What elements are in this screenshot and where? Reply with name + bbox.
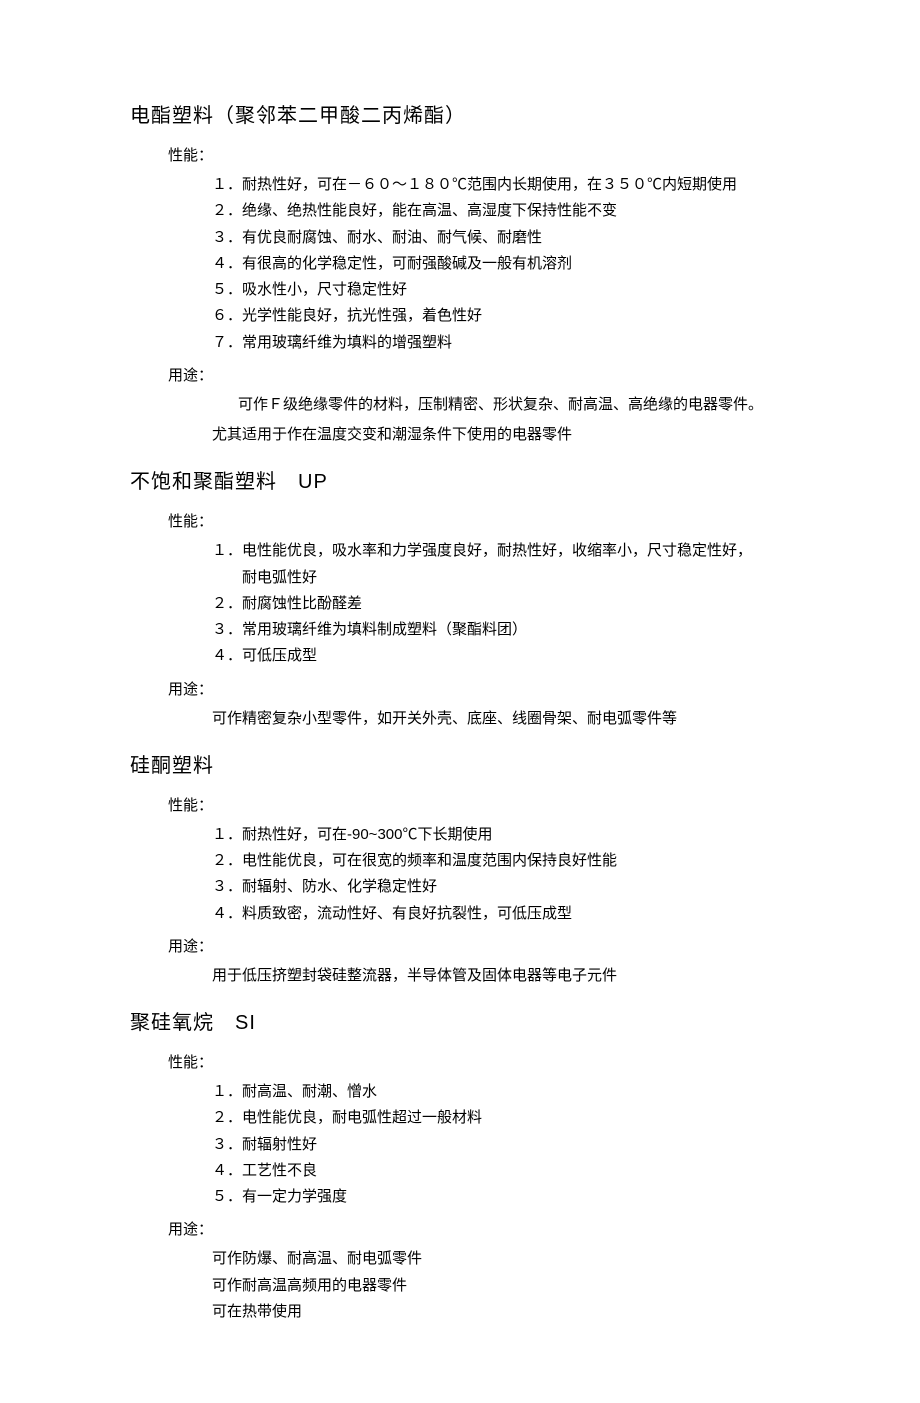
property-item: ７．常用玻璃纤维为填料的增强塑料: [212, 330, 790, 356]
usage-label: 用途：: [168, 935, 790, 959]
property-item: １．耐热性好，可在－６０～１８０℃范围内长期使用，在３５０℃内短期使用: [212, 172, 790, 198]
material-title: 硅酮塑料: [130, 750, 790, 782]
property-item: １．电性能优良，吸水率和力学强度良好，耐热性好，收缩率小，尺寸稳定性好，: [212, 538, 790, 564]
properties-label: 性能：: [168, 510, 790, 534]
material-title: 不饱和聚酯塑料 UP: [130, 466, 790, 498]
property-item: ３．常用玻璃纤维为填料制成塑料（聚酯料团）: [212, 617, 790, 643]
property-item: １．耐高温、耐潮、憎水: [212, 1079, 790, 1105]
property-item: ３．有优良耐腐蚀、耐水、耐油、耐气候、耐磨性: [212, 225, 790, 251]
properties-label: 性能：: [168, 144, 790, 168]
property-item: ５．吸水性小，尺寸稳定性好: [212, 277, 790, 303]
usage-item: 可作耐高温高频用的电器零件: [212, 1273, 790, 1299]
property-item: ３．耐辐射、防水、化学稳定性好: [212, 874, 790, 900]
property-item: ６．光学性能良好，抗光性强，着色性好: [212, 303, 790, 329]
property-item: １．耐热性好，可在-90~300℃下长期使用: [212, 822, 790, 848]
usage-label: 用途：: [168, 1218, 790, 1242]
property-item-cont: 耐电弧性好: [242, 565, 790, 591]
usage-label: 用途：: [168, 364, 790, 388]
property-item: ２．电性能优良，耐电弧性超过一般材料: [212, 1105, 790, 1131]
property-item: ４．有很高的化学稳定性，可耐强酸碱及一般有机溶剂: [212, 251, 790, 277]
material-title: 电酯塑料（聚邻苯二甲酸二丙烯酯）: [130, 100, 790, 132]
properties-label: 性能：: [168, 794, 790, 818]
property-item: ２．电性能优良，可在很宽的频率和温度范围内保持良好性能: [212, 848, 790, 874]
material-section-3: 硅酮塑料 性能： １．耐热性好，可在-90~300℃下长期使用 ２．电性能优良，…: [130, 750, 790, 989]
material-section-2: 不饱和聚酯塑料 UP 性能： １．电性能优良，吸水率和力学强度良好，耐热性好，收…: [130, 466, 790, 732]
usage-text: 用于低压挤塑封袋硅整流器，半导体管及固体电器等电子元件: [212, 963, 790, 989]
usage-item: 可在热带使用: [212, 1299, 790, 1325]
property-list: １．耐高温、耐潮、憎水 ２．电性能优良，耐电弧性超过一般材料 ３．耐辐射性好 ４…: [212, 1079, 790, 1210]
usage-item: 可作防爆、耐高温、耐电弧零件: [212, 1246, 790, 1272]
property-list: １．耐热性好，可在－６０～１８０℃范围内长期使用，在３５０℃内短期使用 ２．绝缘…: [212, 172, 790, 356]
property-item: ４．料质致密，流动性好、有良好抗裂性，可低压成型: [212, 901, 790, 927]
material-section-1: 电酯塑料（聚邻苯二甲酸二丙烯酯） 性能： １．耐热性好，可在－６０～１８０℃范围…: [130, 100, 790, 448]
property-item: ４．工艺性不良: [212, 1158, 790, 1184]
usage-text-continue: 尤其适用于作在温度交变和潮湿条件下使用的电器零件: [212, 422, 790, 448]
material-title: 聚硅氧烷 SI: [130, 1007, 790, 1039]
property-item: ４．可低压成型: [212, 643, 790, 669]
property-item: ２．绝缘、绝热性能良好，能在高温、高湿度下保持性能不变: [212, 198, 790, 224]
usage-text: 可作Ｆ级绝缘零件的材料，压制精密、形状复杂、耐高温、高绝缘的电器零件。: [238, 392, 790, 418]
material-section-4: 聚硅氧烷 SI 性能： １．耐高温、耐潮、憎水 ２．电性能优良，耐电弧性超过一般…: [130, 1007, 790, 1325]
property-item: ５．有一定力学强度: [212, 1184, 790, 1210]
usage-list: 可作防爆、耐高温、耐电弧零件 可作耐高温高频用的电器零件 可在热带使用: [212, 1246, 790, 1325]
property-item: ３．耐辐射性好: [212, 1132, 790, 1158]
property-list: １．电性能优良，吸水率和力学强度良好，耐热性好，收缩率小，尺寸稳定性好， 耐电弧…: [212, 538, 790, 669]
properties-label: 性能：: [168, 1051, 790, 1075]
property-list: １．耐热性好，可在-90~300℃下长期使用 ２．电性能优良，可在很宽的频率和温…: [212, 822, 790, 927]
property-item: ２．耐腐蚀性比酚醛差: [212, 591, 790, 617]
usage-label: 用途：: [168, 678, 790, 702]
usage-text: 可作精密复杂小型零件，如开关外壳、底座、线圈骨架、耐电弧零件等: [212, 706, 790, 732]
